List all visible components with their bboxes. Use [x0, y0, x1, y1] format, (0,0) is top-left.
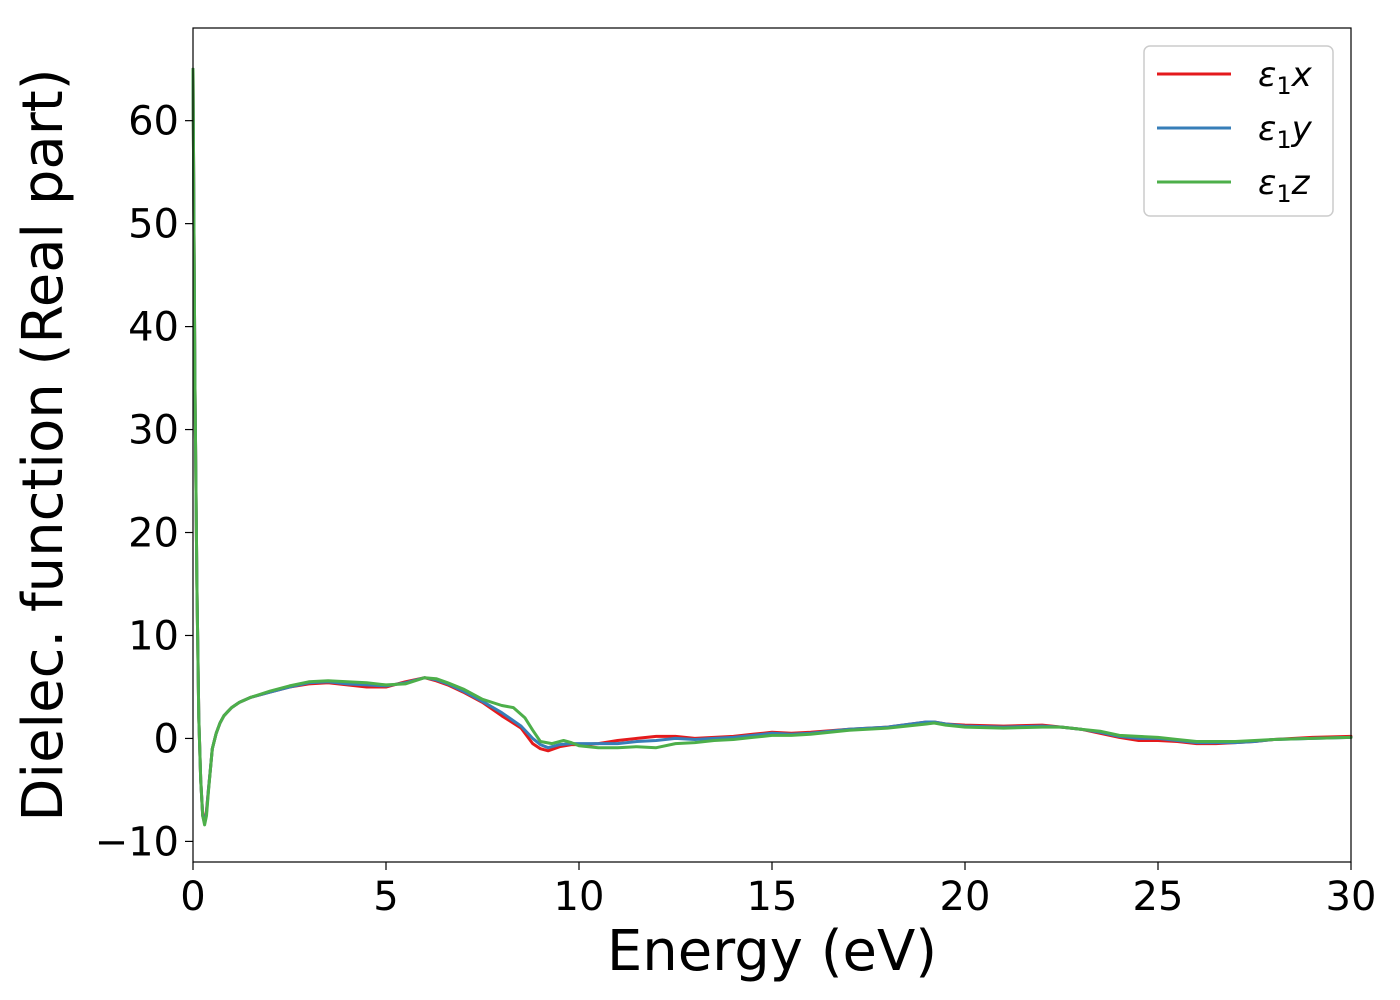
legend: ε1x ε1y ε1z — [1143, 45, 1334, 217]
plot-lines — [191, 67, 1353, 827]
x-tick-label: 15 — [747, 874, 798, 920]
y-tick-label: −10 — [95, 819, 179, 865]
x-axis-label: Energy (eV) — [607, 919, 937, 984]
y-axis-label: Dielec. function (Real part) — [11, 68, 76, 821]
x-tick-label: 0 — [180, 874, 205, 920]
y-tick-label: 20 — [128, 511, 179, 557]
x-tick-label: 30 — [1326, 874, 1377, 920]
series-line-z — [191, 67, 1353, 827]
x-tick-label: 20 — [940, 874, 991, 920]
y-tick-label: 0 — [154, 716, 179, 762]
y-tick-label: 50 — [128, 202, 179, 248]
x-tick-label: 25 — [1133, 874, 1184, 920]
legend-label-x: ε1x — [1258, 55, 1313, 100]
x-axis-ticks: 0 5 10 15 20 25 30 — [180, 862, 1376, 920]
y-axis-ticks: −10 0 10 20 30 40 50 60 — [95, 99, 193, 865]
y-tick-label: 10 — [128, 613, 179, 659]
legend-label-y: ε1y — [1258, 109, 1313, 154]
x-tick-label: 5 — [373, 874, 398, 920]
legend-label-z: ε1z — [1258, 163, 1311, 208]
legend-box — [1143, 45, 1334, 217]
x-tick-label: 10 — [554, 874, 605, 920]
y-tick-label: 30 — [128, 408, 179, 454]
y-tick-label: 40 — [128, 305, 179, 351]
y-tick-label: 60 — [128, 99, 179, 145]
